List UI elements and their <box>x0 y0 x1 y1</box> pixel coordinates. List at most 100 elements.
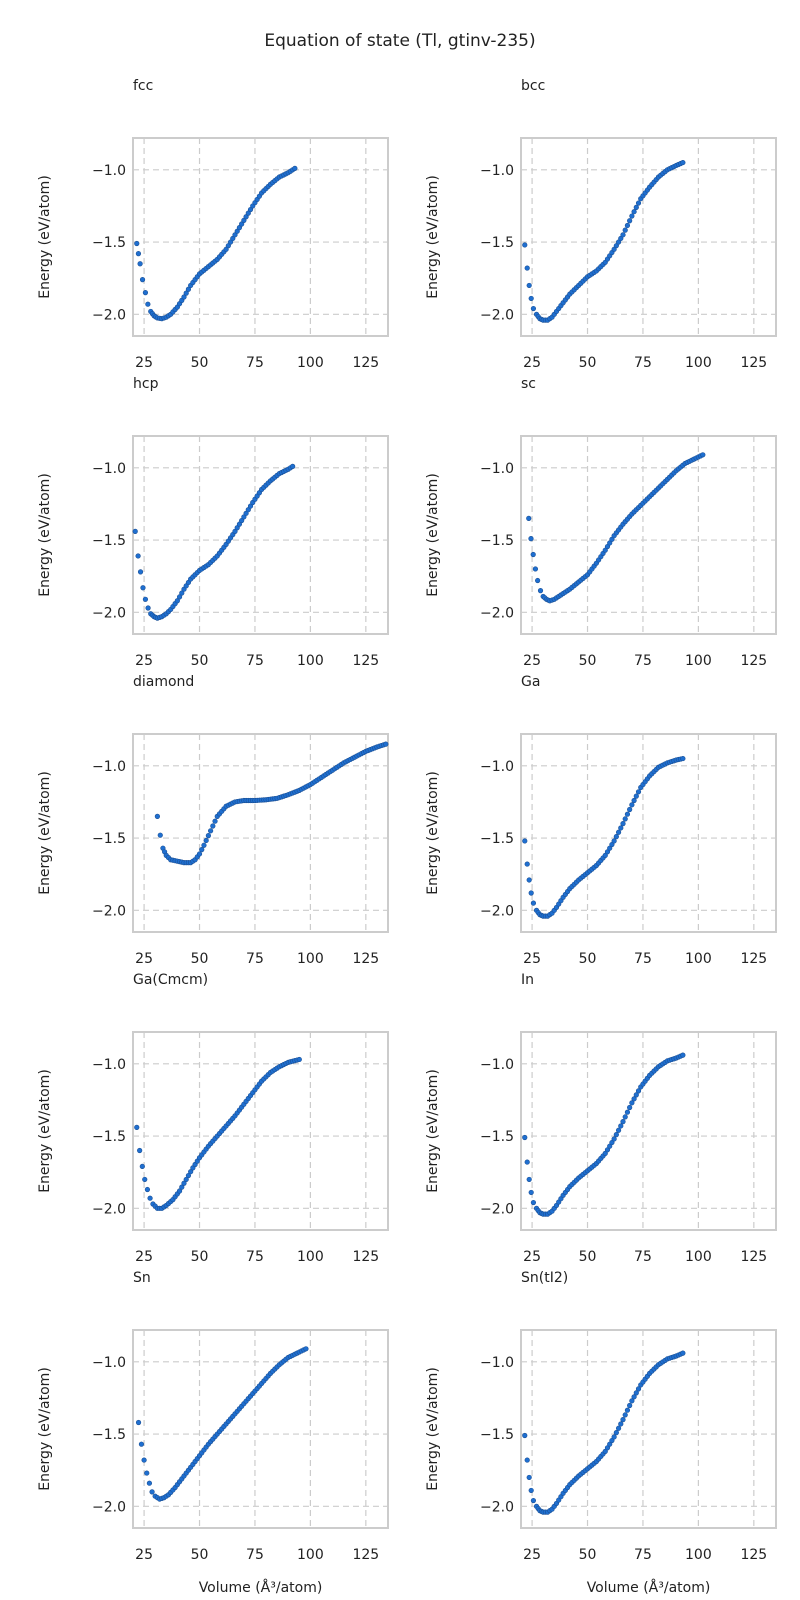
data-point <box>620 232 626 238</box>
plot-frame <box>520 1031 777 1231</box>
data-point <box>201 842 207 848</box>
data-point <box>633 1390 639 1396</box>
y-tick-label: −1.0 <box>480 1355 514 1371</box>
data-point <box>620 1119 626 1125</box>
plot-area <box>133 734 388 932</box>
data-point <box>528 1189 534 1196</box>
data-point <box>537 588 544 594</box>
x-tick-label: 25 <box>135 653 153 669</box>
data-point <box>618 1421 624 1427</box>
x-tick-label: 125 <box>352 1249 379 1265</box>
y-tick-label: −1.5 <box>480 1129 514 1145</box>
plot-frame <box>520 137 777 337</box>
y-tick-label: −1.5 <box>92 235 126 251</box>
subplot-sn-ti2-: 25 50 75 100 125 −1.0 −1.5 −2.0 Sn(tI2) Energy (e… <box>425 1270 777 1596</box>
data-point <box>383 741 389 747</box>
y-tick-label: −2.0 <box>480 1499 514 1515</box>
x-tick-label: 50 <box>579 355 597 371</box>
subplot-title: Ga(Cmcm) <box>133 972 208 988</box>
data-point <box>179 1184 185 1190</box>
data-point <box>622 816 628 822</box>
data-point <box>631 209 637 215</box>
data-point <box>188 1169 194 1175</box>
x-tick-label: 75 <box>634 1249 652 1265</box>
plot-frame <box>520 1329 777 1529</box>
y-tick-label: −2.0 <box>92 1201 126 1217</box>
x-tick-label: 125 <box>352 653 379 669</box>
subplot-title: Ga <box>521 674 540 690</box>
y-tick-label: −2.0 <box>92 605 126 621</box>
data-point <box>144 1470 150 1476</box>
x-axis-label: Volume (Å³/atom) <box>199 1579 323 1596</box>
data-point <box>142 596 149 602</box>
data-point <box>622 1114 628 1120</box>
data-point <box>181 1180 187 1186</box>
plot-frame <box>520 435 777 635</box>
x-tick-label: 25 <box>135 1547 153 1563</box>
subplot-ga-cmcm-: 25 50 75 100 125 −1.0 −1.5 −2.0 Ga(Cmcm) Energy (… <box>37 972 389 1265</box>
data-point <box>624 1407 631 1413</box>
subplot-in: 25 50 75 100 125 −1.0 −1.5 −2.0 In Energy (eV/ato… <box>425 972 777 1265</box>
plot-area <box>133 436 388 634</box>
data-point <box>149 1489 155 1495</box>
x-tick-label: 125 <box>740 653 767 669</box>
data-point <box>611 1136 617 1142</box>
data-point <box>138 1441 145 1447</box>
figure-title: Equation of state (Tl, gtinv-235) <box>264 31 535 51</box>
x-tick-label: 100 <box>297 355 324 371</box>
data-point <box>633 793 639 799</box>
data-point <box>526 515 532 521</box>
data-point <box>292 165 298 171</box>
data-point <box>680 159 686 166</box>
subplot-ga: 25 50 75 100 125 −1.0 −1.5 −2.0 Ga Energy (eV/ato… <box>425 674 777 967</box>
data-point <box>615 1127 622 1133</box>
data-point <box>142 1176 148 1183</box>
x-tick-label: 50 <box>191 951 209 967</box>
data-point <box>522 1432 528 1439</box>
plot-frame <box>132 1329 389 1529</box>
x-tick-label: 100 <box>297 951 324 967</box>
data-point <box>145 605 151 611</box>
data-point <box>526 1474 532 1481</box>
y-axis-label: Energy (eV/atom) <box>37 1367 53 1491</box>
x-tick-label: 100 <box>297 1547 324 1563</box>
data-point <box>618 825 624 831</box>
data-point <box>629 1398 635 1404</box>
y-tick-label: −2.0 <box>480 605 514 621</box>
data-point <box>528 890 534 896</box>
data-point <box>183 1176 189 1183</box>
data-point <box>635 1386 642 1392</box>
data-point <box>680 1052 686 1058</box>
data-point <box>530 900 537 906</box>
x-tick-label: 100 <box>685 1547 712 1563</box>
x-tick-label: 50 <box>191 1547 209 1563</box>
data-point <box>296 1056 302 1063</box>
data-point <box>620 1417 626 1423</box>
x-tick-label: 75 <box>246 653 264 669</box>
data-point <box>185 1172 192 1179</box>
data-point <box>137 261 143 267</box>
data-point <box>174 598 180 604</box>
data-point <box>611 1434 617 1440</box>
data-point <box>615 829 622 835</box>
y-axis-label: Energy (eV/atom) <box>37 1069 53 1193</box>
x-tick-label: 25 <box>523 951 541 967</box>
subplot-hcp: 25 50 75 100 125 −1.0 −1.5 −2.0 hcp Energy (eV/at… <box>37 376 389 669</box>
data-point <box>629 213 635 219</box>
data-point <box>530 1497 537 1504</box>
x-tick-label: 25 <box>523 355 541 371</box>
data-point <box>157 832 163 838</box>
data-point <box>635 789 642 795</box>
x-tick-label: 25 <box>135 1249 153 1265</box>
x-tick-label: 50 <box>191 653 209 669</box>
subplot-grid: 25 50 75 100 125 −1.0 −1.5 −2.0 fcc Energy (eV/at… <box>37 78 777 1596</box>
y-tick-label: −1.5 <box>92 533 126 549</box>
data-point <box>147 1195 153 1201</box>
x-tick-label: 125 <box>740 1249 767 1265</box>
subplot-title: bcc <box>521 78 545 94</box>
plot-area <box>521 436 776 634</box>
data-point <box>135 251 142 257</box>
data-point <box>624 811 631 817</box>
y-tick-label: −1.5 <box>92 1427 126 1443</box>
x-tick-label: 75 <box>634 355 652 371</box>
